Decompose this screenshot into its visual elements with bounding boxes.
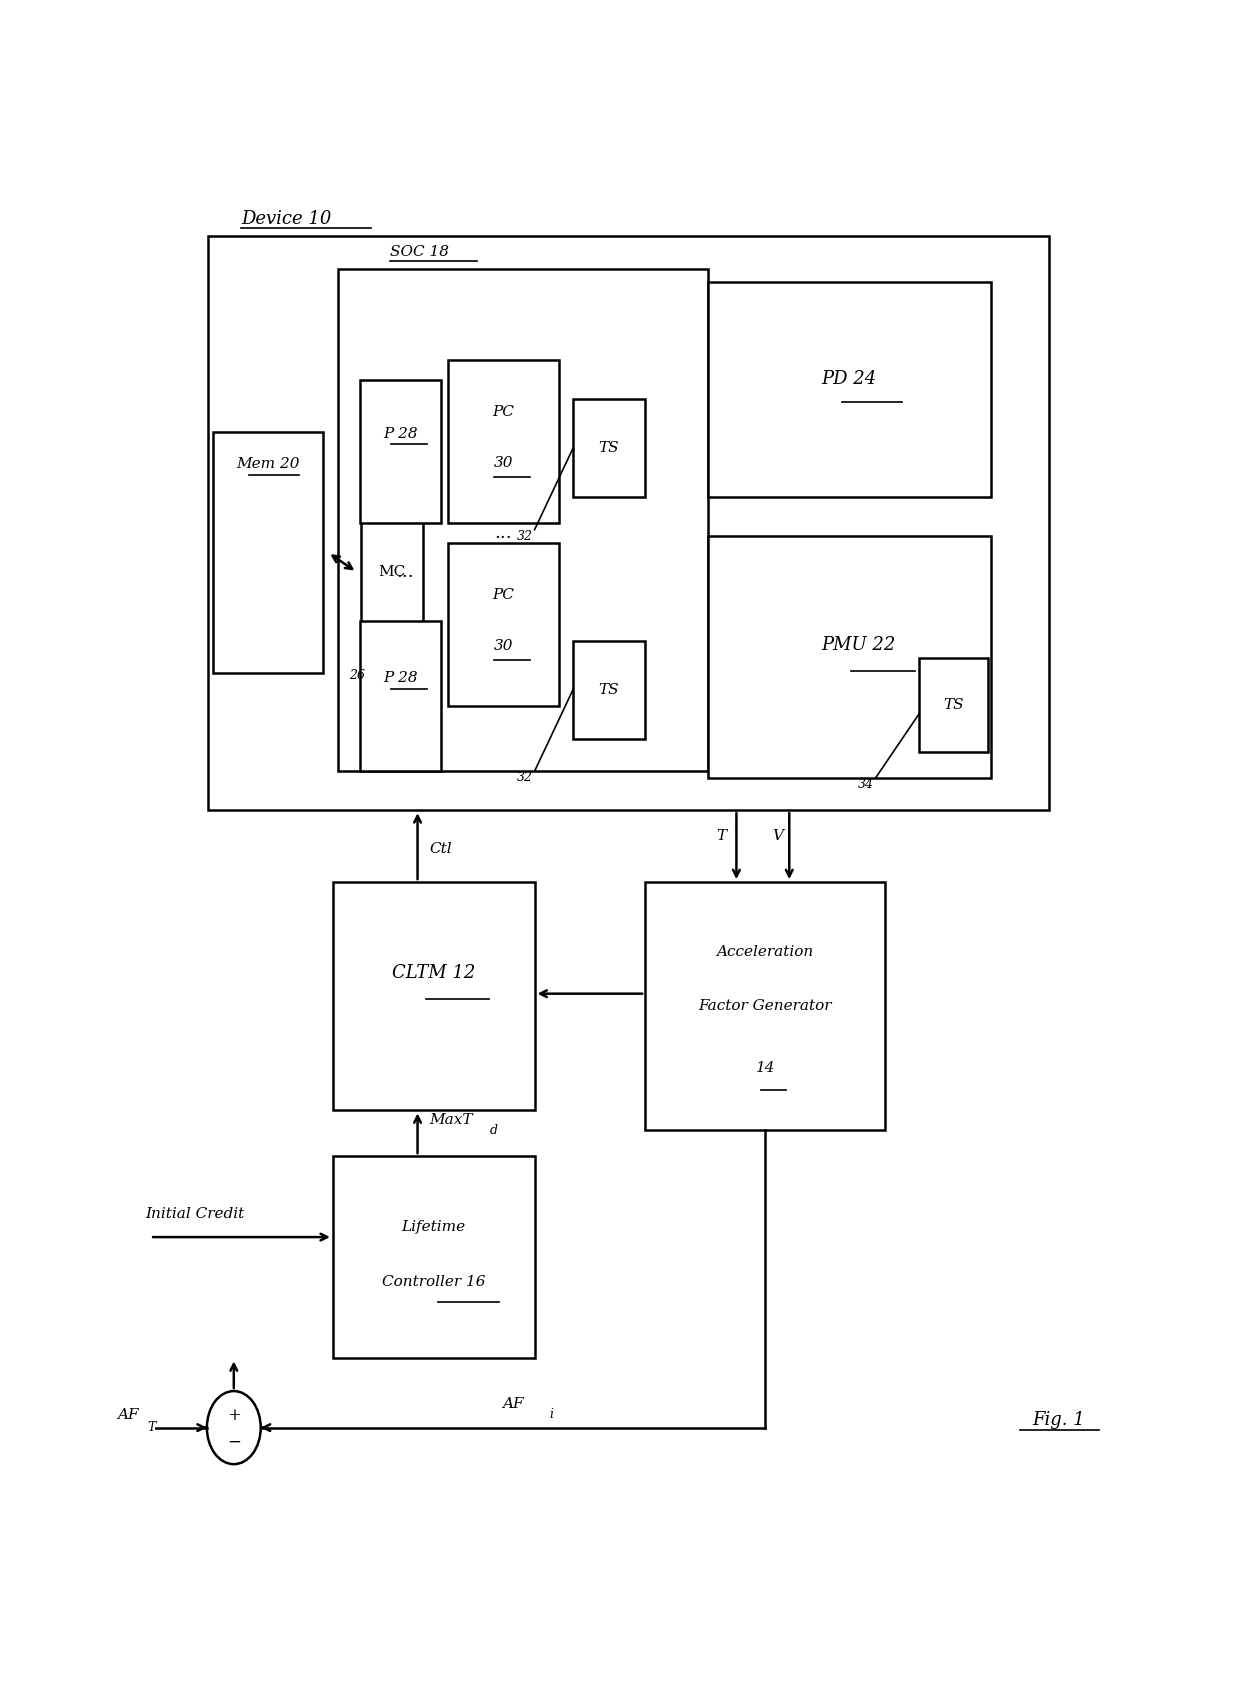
Bar [332,1156,534,1358]
Text: Controller 16: Controller 16 [382,1275,485,1288]
Bar [213,432,324,673]
Text: PC: PC [492,588,515,602]
Text: 32: 32 [517,531,533,542]
Text: ...: ... [397,563,414,581]
Text: PC: PC [492,405,515,419]
Text: 14: 14 [755,1061,775,1075]
Text: Initial Credit: Initial Credit [145,1207,244,1220]
Text: P 28: P 28 [383,427,418,441]
Text: AF: AF [502,1397,523,1412]
Text: Lifetime: Lifetime [402,1220,466,1234]
Text: PD 24: PD 24 [822,370,877,388]
Text: T: T [715,829,727,844]
Bar [708,536,991,778]
Text: −: − [227,1434,241,1451]
Text: PMU 22: PMU 22 [822,636,897,654]
Text: 30: 30 [494,456,513,470]
Text: 26: 26 [350,670,365,683]
Text: TS: TS [944,698,963,712]
Text: Acceleration: Acceleration [717,944,813,958]
Text: AF: AF [118,1407,139,1422]
Text: d: d [490,1124,497,1137]
Text: Factor Generator: Factor Generator [698,998,832,1014]
Bar [360,380,441,524]
Text: +: + [227,1407,241,1424]
Text: P 28: P 28 [383,671,418,685]
Bar [645,881,885,1131]
Bar [919,658,988,751]
Bar [448,542,558,705]
Text: i: i [549,1409,553,1420]
Text: MC: MC [378,564,405,580]
Bar [361,497,423,647]
Text: TS: TS [599,683,620,697]
Bar [708,281,991,497]
Text: CLTM 12: CLTM 12 [392,964,475,983]
Text: Device 10: Device 10 [242,210,332,229]
Text: Fig. 1: Fig. 1 [1032,1410,1085,1429]
Bar [208,236,1049,810]
Text: MaxT: MaxT [429,1114,472,1127]
Text: TS: TS [599,441,620,456]
Text: 34: 34 [858,778,874,790]
Bar [448,359,558,524]
Text: 32: 32 [517,771,533,785]
Bar [360,620,441,771]
Text: 30: 30 [494,639,513,653]
Text: T: T [148,1420,155,1434]
Bar [337,270,708,771]
Text: V: V [773,829,784,844]
Bar [573,641,645,739]
Text: ...: ... [495,524,512,542]
Bar [573,400,645,497]
Bar [332,881,534,1110]
Text: Ctl: Ctl [429,842,451,856]
Text: SOC 18: SOC 18 [391,244,449,259]
Text: Mem 20: Mem 20 [236,458,300,471]
